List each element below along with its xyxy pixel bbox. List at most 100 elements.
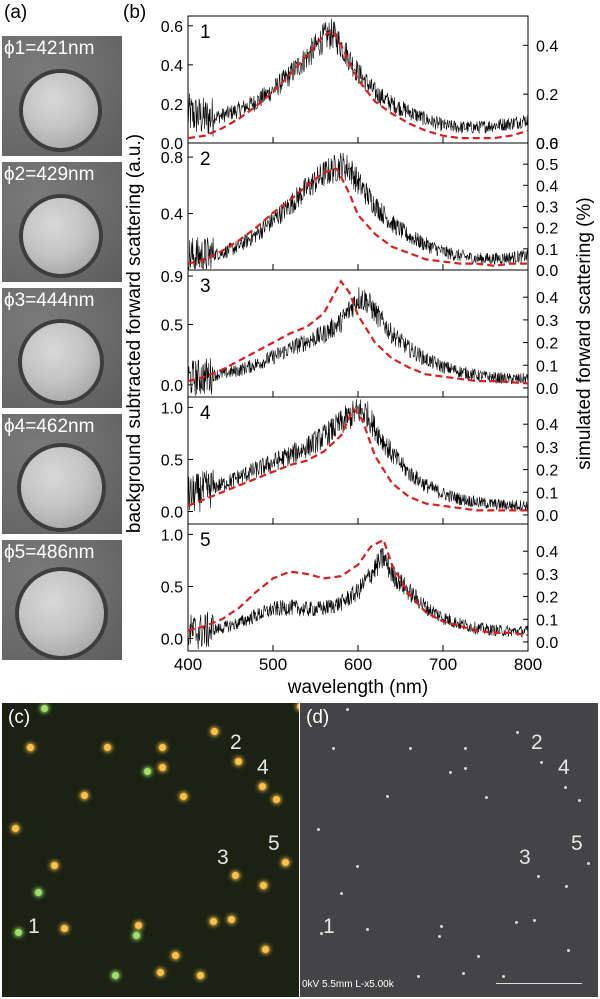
- sem-particle: [462, 972, 465, 975]
- particle-marker-1: 1: [323, 915, 335, 938]
- sem-particle: [464, 747, 467, 750]
- darkfield-particle: [144, 768, 151, 775]
- y-tick-label-right: 0.6: [536, 136, 558, 153]
- y-tick-label-right: 0.2: [536, 221, 558, 238]
- particle-marker-4: 4: [257, 756, 269, 779]
- plot-frame: [187, 396, 529, 525]
- y-tick-label-left: 1.0: [161, 400, 183, 417]
- measured-spectrum-line: [187, 547, 529, 650]
- sem-particle: [464, 767, 467, 770]
- y-tick-label-left: 0.5: [161, 579, 183, 596]
- y-tick-label-right: 0.2: [536, 336, 558, 353]
- nanodisk: [19, 571, 104, 656]
- darkfield-particle: [133, 932, 140, 939]
- y-axis-label-right: simulated forward scattering (%): [574, 197, 595, 469]
- sem-particle: [346, 708, 349, 711]
- y-tick-label-right: 0.1: [536, 612, 558, 629]
- darkfield-particle: [210, 918, 217, 925]
- measured-spectrum-line: [187, 152, 529, 270]
- particle-marker-2: 2: [531, 731, 543, 754]
- panel-number: 3: [200, 276, 211, 297]
- simulated-spectrum-line: [187, 538, 529, 637]
- sem-particle: [565, 885, 568, 888]
- spectra-chart: 0.00.20.40.60.00.20.410.40.80.00.10.20.3…: [124, 15, 595, 698]
- sem-image-5: ϕ5=486nm: [2, 540, 122, 660]
- panel-number: 4: [200, 403, 211, 424]
- y-tick-label-left: 0.0: [161, 136, 183, 153]
- particle-marker-3: 3: [519, 846, 531, 869]
- y-tick-label-right: 0.4: [536, 38, 558, 55]
- y-tick-label-right: 0.0: [536, 136, 558, 153]
- sem-particle: [533, 919, 536, 922]
- y-tick-label-right: 0.0: [536, 508, 558, 525]
- sem-particle: [440, 925, 443, 928]
- measured-spectrum-line: [187, 399, 529, 513]
- sem-particle: [485, 796, 488, 799]
- scale-bar-ticks: [496, 973, 582, 984]
- darkfield-particle: [273, 796, 280, 803]
- y-tick-label-right: 0.2: [536, 463, 558, 480]
- darkfield-particle: [81, 792, 88, 799]
- darkfield-particle: [180, 793, 187, 800]
- darkfield-particle: [157, 969, 164, 976]
- darkfield-particle: [172, 952, 179, 959]
- y-tick-label-right: 0.0: [536, 381, 558, 398]
- darkfield-particle: [12, 825, 19, 832]
- sem-image-3: ϕ3=444nm: [2, 288, 122, 408]
- sem-particle: [537, 875, 540, 878]
- sem-particle: [449, 771, 452, 774]
- darkfield-particle: [27, 744, 34, 751]
- y-tick-label-right: 0.0: [536, 635, 558, 652]
- darkfield-image: (c) 1 2 3 4 5: [2, 703, 299, 997]
- y-tick-label-right: 0.2: [536, 590, 558, 607]
- darkfield-particle: [35, 889, 42, 896]
- sem-image-1: ϕ1=421nm: [2, 36, 122, 156]
- darkfield-particle: [211, 728, 218, 735]
- darkfield-particle: [61, 925, 68, 932]
- sem-particle: [502, 975, 505, 978]
- particle-marker-5: 5: [268, 832, 280, 855]
- simulated-spectrum-line: [187, 167, 528, 267]
- y-tick-label-left: 0.0: [161, 505, 183, 522]
- y-tick-label-left: 0.9: [161, 269, 183, 286]
- sem-image-2: ϕ2=429nm: [2, 162, 122, 282]
- sem-particle: [438, 935, 441, 938]
- particle-marker-5: 5: [571, 832, 583, 855]
- simulated-spectrum-line: [187, 279, 529, 385]
- darkfield-particle: [260, 882, 267, 889]
- sem-particle: [317, 828, 320, 831]
- darkfield-particle: [159, 764, 166, 771]
- sem-particle: [386, 795, 389, 798]
- x-tick-label: 400: [174, 655, 202, 674]
- y-tick-label-right: 0.4: [536, 544, 558, 561]
- darkfield-particle: [51, 862, 58, 869]
- sem-particle: [540, 761, 543, 764]
- darkfield-particle: [112, 972, 119, 979]
- panel-number: 5: [200, 530, 211, 551]
- y-tick-label-right: 0.5: [536, 157, 558, 174]
- measured-spectrum-line: [187, 287, 529, 397]
- darkfield-particle: [297, 703, 299, 710]
- sem-particle: [332, 747, 335, 750]
- x-tick-label: 700: [429, 655, 457, 674]
- y-tick-label-left: 0.8: [161, 150, 183, 167]
- y-tick-label-right: 0.2: [536, 87, 558, 104]
- y-tick-label-left: 0.4: [161, 207, 183, 224]
- y-axis-label-left: background subtracted forward scattering…: [124, 134, 145, 533]
- sem-diameter-label: ϕ5=486nm: [4, 542, 95, 563]
- particle-marker-2: 2: [230, 731, 242, 754]
- sem-image-4: ϕ4=462nm: [2, 414, 122, 534]
- panel-label-d: (d): [306, 707, 330, 728]
- darkfield-particle: [262, 946, 269, 953]
- x-axis-label: wavelength (nm): [287, 677, 428, 698]
- darkfield-particle: [232, 872, 239, 879]
- y-tick-label-left: 0.5: [161, 452, 183, 469]
- y-tick-label-left: 0.6: [161, 19, 183, 36]
- simulated-spectrum-line: [187, 408, 528, 512]
- x-tick-label: 800: [514, 655, 542, 674]
- sem-particle: [477, 955, 480, 958]
- darkfield-particle: [228, 916, 235, 923]
- y-tick-label-left: 0.4: [161, 58, 183, 75]
- sem-diameter-label: ϕ2=429nm: [4, 164, 95, 185]
- darkfield-particle: [197, 972, 204, 979]
